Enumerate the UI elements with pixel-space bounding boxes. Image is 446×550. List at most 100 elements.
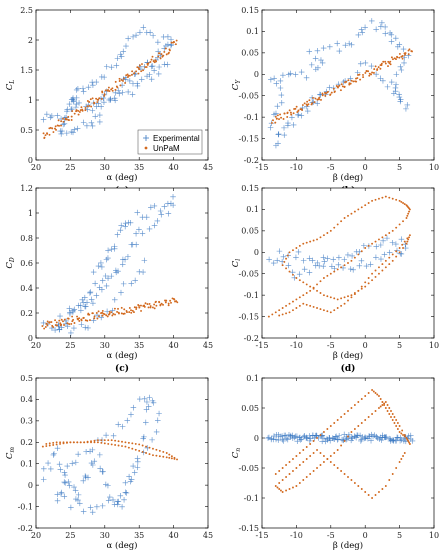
data-point xyxy=(114,80,117,83)
x-tick-label: 30 xyxy=(100,341,110,350)
data-point xyxy=(373,68,376,71)
data-point xyxy=(144,399,150,405)
data-point xyxy=(313,432,320,439)
data-point xyxy=(280,438,287,444)
data-point xyxy=(298,296,301,299)
data-point xyxy=(381,404,384,406)
data-point xyxy=(393,35,399,41)
data-point xyxy=(403,240,406,243)
data-point xyxy=(288,488,291,490)
data-point xyxy=(357,485,360,487)
data-point xyxy=(364,281,367,284)
y-tick-label: -0.1 xyxy=(244,113,259,122)
data-point xyxy=(381,251,388,258)
data-point xyxy=(353,428,356,430)
data-point xyxy=(83,441,86,444)
data-point xyxy=(314,48,321,54)
data-point xyxy=(302,479,305,481)
data-point xyxy=(175,300,178,303)
data-point xyxy=(266,256,272,263)
data-point xyxy=(144,302,147,305)
data-point xyxy=(391,413,394,415)
data-point xyxy=(267,124,274,131)
data-point xyxy=(130,463,136,469)
y-tick-label: 1 xyxy=(28,96,33,105)
data-point xyxy=(45,445,48,447)
data-point xyxy=(126,473,132,480)
data-point xyxy=(282,432,289,439)
x-tick-label: -5 xyxy=(327,341,335,350)
data-point xyxy=(168,49,171,52)
data-point xyxy=(379,19,385,26)
series-unpam xyxy=(274,389,411,499)
data-point xyxy=(56,124,59,127)
x-tick-label: 25 xyxy=(65,531,75,540)
data-point xyxy=(364,395,367,397)
chart-panel-d: -15 -10 -5 0 5 10 -0.2 -0.15 -0.1 -0.05 0 0.05 0.1 0.… xyxy=(231,184,439,374)
data-point xyxy=(388,232,391,234)
data-point xyxy=(367,277,370,279)
data-point xyxy=(158,211,165,218)
data-point xyxy=(295,277,298,279)
data-point xyxy=(174,43,177,46)
data-point xyxy=(398,199,401,202)
data-point xyxy=(115,421,122,428)
data-point xyxy=(40,320,47,326)
data-point xyxy=(80,85,86,92)
data-point xyxy=(303,74,310,81)
series-experimental xyxy=(266,235,409,281)
y-tick-label: 0.4 xyxy=(20,395,33,404)
data-point xyxy=(114,498,121,505)
x-tick-label: -10 xyxy=(290,163,303,172)
data-point xyxy=(336,432,342,439)
data-point xyxy=(312,305,315,308)
data-point xyxy=(374,392,377,394)
data-point xyxy=(302,242,305,245)
data-point xyxy=(127,441,130,444)
data-point xyxy=(322,309,325,312)
data-point xyxy=(371,242,374,245)
data-point xyxy=(56,326,63,333)
data-point xyxy=(321,258,328,265)
data-point xyxy=(52,441,55,444)
data-point xyxy=(316,467,318,469)
data-point xyxy=(149,60,152,63)
data-point xyxy=(90,82,96,88)
data-point xyxy=(357,401,360,403)
data-point xyxy=(340,416,343,418)
data-point xyxy=(355,80,358,83)
data-point xyxy=(108,273,115,279)
data-point xyxy=(383,404,386,406)
data-point xyxy=(107,494,113,500)
data-point xyxy=(324,92,327,95)
y-tick-label: 0.2 xyxy=(20,309,33,318)
data-point xyxy=(56,461,63,467)
data-point xyxy=(77,110,80,112)
data-point xyxy=(97,112,103,118)
x-axis-label: α (deg) xyxy=(107,540,138,550)
data-point xyxy=(327,90,329,93)
data-point xyxy=(394,434,400,441)
data-point xyxy=(138,68,141,71)
y-tick-label: -0.05 xyxy=(238,92,259,101)
data-point xyxy=(367,282,370,285)
series-experimental xyxy=(267,18,412,149)
data-point xyxy=(80,508,87,515)
data-point xyxy=(350,212,353,215)
data-point xyxy=(270,122,273,124)
data-point xyxy=(353,256,356,259)
data-point xyxy=(384,84,391,90)
chart-panel-e: 20 25 30 35 40 45 -0.2 -0.1 0 0.1 0.2 0.3 0.4 0.5 α (d… xyxy=(5,374,213,550)
data-point xyxy=(384,234,387,237)
data-point xyxy=(289,114,295,121)
y-tick-label: 0.15 xyxy=(241,6,259,15)
x-tick-label: 10 xyxy=(429,341,439,350)
data-point xyxy=(374,494,377,496)
data-point xyxy=(59,442,62,445)
data-point xyxy=(391,259,394,262)
data-point xyxy=(276,114,279,117)
data-point xyxy=(127,220,134,226)
data-point xyxy=(123,490,130,496)
data-point xyxy=(298,464,301,466)
